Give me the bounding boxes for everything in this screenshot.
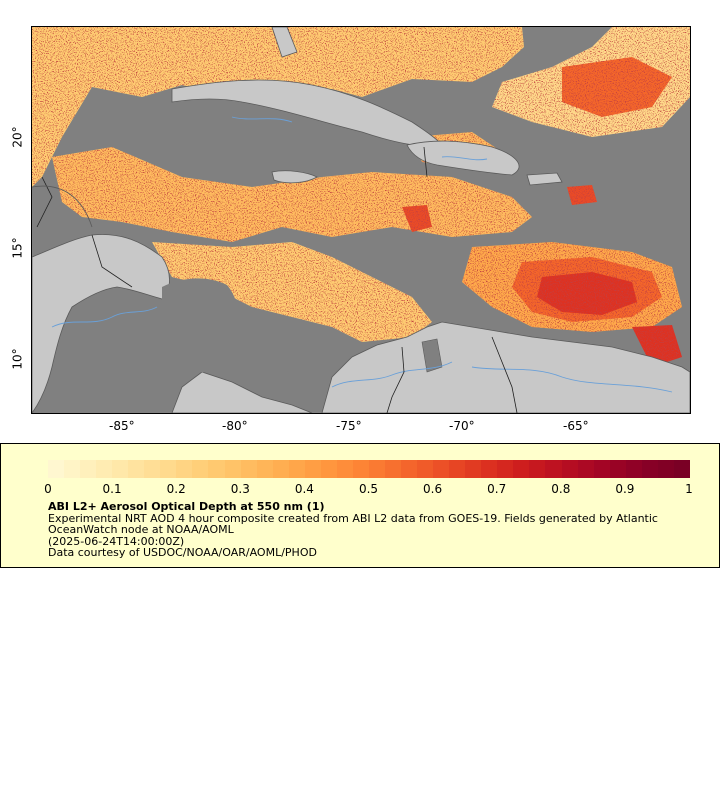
colorbar-segment (176, 460, 193, 478)
map-canvas (32, 27, 690, 413)
colorbar-segment (288, 460, 305, 478)
colorbar-tick-label: 0.1 (102, 482, 122, 496)
colorbar-segment (128, 460, 145, 478)
legend-time: (2025-06-24T14:00:00Z) (48, 535, 185, 548)
colorbar-segment (336, 460, 353, 478)
colorbar-segment (609, 460, 626, 478)
x-tick-label: -80° (222, 419, 248, 433)
border (423, 146, 428, 178)
legend-description: Experimental NRT AOD 4 hour composite cr… (48, 512, 658, 525)
colorbar-tick-label: 0.6 (423, 482, 443, 496)
colorbar-segment (80, 460, 97, 478)
colorbar-tick-label: 0.9 (615, 482, 635, 496)
legend-title: ABI L2+ Aerosol Optical Depth at 550 nm … (48, 500, 325, 513)
colorbar-segment (48, 460, 65, 478)
colorbar-segment (449, 460, 466, 478)
river (441, 156, 488, 161)
colorbar-segment (64, 460, 81, 478)
aod-patch-2 (567, 185, 597, 205)
colorbar-segment (417, 460, 434, 478)
x-tick-label: -75° (336, 419, 362, 433)
borders (36, 146, 518, 413)
river (231, 116, 293, 123)
colorbar-segment (368, 460, 385, 478)
x-tick-label: -65° (563, 419, 589, 433)
aod-patch-1 (402, 205, 432, 232)
bahamas (271, 27, 298, 58)
colorbar-segment (384, 460, 402, 478)
border (91, 234, 133, 288)
colorbar-segment (256, 460, 273, 478)
river (331, 361, 453, 388)
border (36, 176, 53, 228)
land (32, 27, 690, 413)
colorbar-segment (401, 460, 418, 478)
colorbar-tick-label: 0.3 (230, 482, 250, 496)
border (491, 336, 518, 413)
coast (32, 185, 93, 228)
y-tick-label: 20° (10, 126, 25, 148)
colorbar-tick-label: 0.4 (294, 482, 314, 496)
river (471, 366, 673, 393)
colorbar (48, 460, 690, 478)
colorbar-segment (320, 460, 337, 478)
colorbar-tick-label: 0.8 (551, 482, 571, 496)
colorbar-segment (96, 460, 113, 478)
jamaica (271, 170, 318, 184)
colorbar-tick-label: 0.7 (487, 482, 507, 496)
aod-map (31, 26, 691, 414)
colorbar-segment (657, 460, 674, 478)
colorbar-segment (577, 460, 594, 478)
colorbar-segment (529, 460, 546, 478)
colorbar-segment (240, 460, 257, 478)
legend-credit: Data courtesy of USDOC/NOAA/OAR/AOML/PHO… (48, 546, 317, 559)
aod-patch-3 (632, 325, 682, 367)
colorbar-segment (272, 460, 289, 478)
puerto-rico (526, 172, 563, 186)
darien (171, 371, 313, 413)
colorbar-segment (593, 460, 610, 478)
colorbar-segment (192, 460, 209, 478)
colorbar-segment (561, 460, 578, 478)
colorbar-segment (224, 460, 241, 478)
colorbar-segment (144, 460, 161, 478)
colorbar-segment (481, 460, 498, 478)
colorbar-segment (673, 460, 690, 478)
colorbar-segment (545, 460, 562, 478)
y-tick-label: 10° (10, 348, 25, 370)
colorbar-segment (160, 460, 177, 478)
aod-low-band (32, 27, 524, 187)
border (386, 346, 405, 413)
colorbar-segment (625, 460, 642, 478)
river (51, 306, 158, 328)
colorbar-tick-label: 0.2 (166, 482, 186, 496)
central-america (32, 234, 170, 413)
aod-field (32, 27, 690, 367)
south-america (321, 321, 690, 413)
colorbar-segment (465, 460, 482, 478)
colorbar-tick-label: 0 (44, 482, 52, 496)
aod-east-veryhigh (537, 272, 637, 315)
rivers (51, 116, 673, 393)
colorbar-segment (352, 460, 369, 478)
colorbar-segment (497, 460, 514, 478)
aod-low-central (152, 242, 432, 342)
x-tick-label: -70° (449, 419, 475, 433)
y-tick-label: 15° (10, 237, 25, 259)
gulf-water (161, 278, 239, 373)
colorbar-segment (112, 460, 129, 478)
colorbar-segment (641, 460, 658, 478)
colorbar-tick-label: 1 (685, 482, 693, 496)
colorbar-tick-label: 0.5 (358, 482, 379, 496)
legend-panel: ABI L2+ Aerosol Optical Depth at 550 nm … (0, 443, 720, 568)
colorbar-segment (433, 460, 450, 478)
legend-description-cont: OceanWatch node at NOAA/AOML (48, 523, 234, 536)
maracaibo-water (421, 338, 443, 373)
colorbar-segment (304, 460, 321, 478)
x-tick-label: -85° (109, 419, 135, 433)
colorbar-segment (208, 460, 225, 478)
colorbar-segment (513, 460, 530, 478)
aod-northeast-high (562, 57, 672, 117)
